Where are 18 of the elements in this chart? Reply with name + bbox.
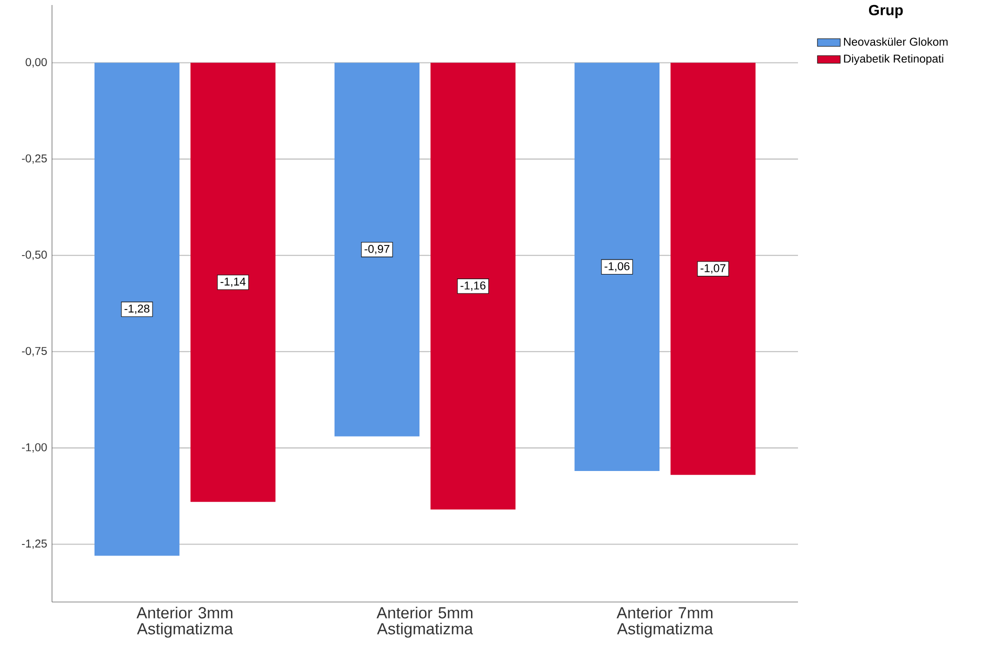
- x-tick-label: Anterior 7mm Astigmatizma: [616, 606, 714, 638]
- legend-label: Neovasküler Glokom: [844, 37, 948, 46]
- data-label: -1,07: [700, 264, 726, 274]
- y-tick-label: -0,50: [22, 250, 47, 260]
- data-label: -1,28: [124, 304, 150, 314]
- y-tick-label: -1,00: [22, 443, 47, 453]
- x-tick-label: Anterior 3mm Astigmatizma: [136, 606, 233, 638]
- y-tick-label: 0,00: [26, 58, 47, 68]
- data-label: -1,06: [604, 262, 630, 272]
- data-label: -1,16: [460, 281, 486, 291]
- y-tick-label: -0,75: [22, 346, 47, 356]
- legend-title: Grup: [868, 4, 903, 18]
- data-label: -0,97: [364, 244, 390, 254]
- x-tick-label: Anterior 5mm Astigmatizma: [376, 606, 473, 638]
- y-tick-label: -0,25: [22, 154, 47, 164]
- data-label: -1,14: [220, 278, 246, 287]
- y-tick-label: -1,25: [22, 540, 47, 549]
- legend-label: Diyabetik Retinopati: [844, 54, 944, 65]
